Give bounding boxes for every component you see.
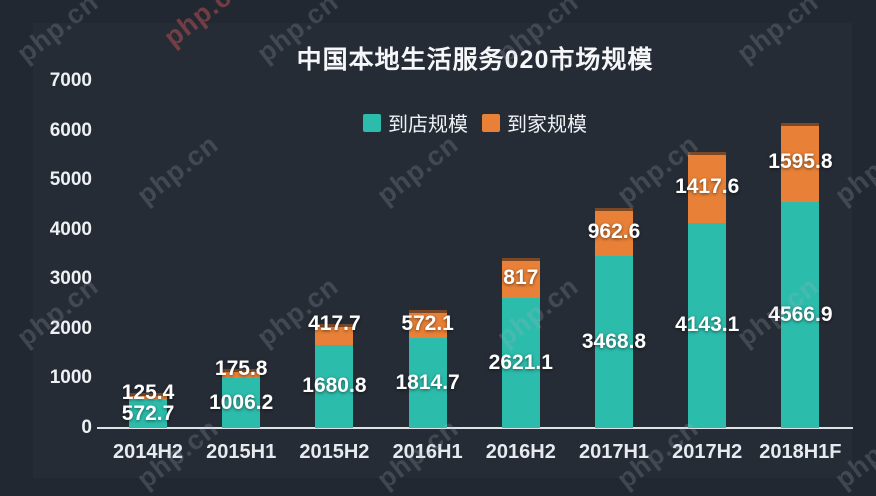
x-axis-label: 2016H2	[485, 441, 556, 463]
y-axis-tick-label: 0	[81, 417, 92, 438]
bar-segment-store[interactable]	[222, 378, 261, 428]
bar-segment-store[interactable]	[688, 222, 727, 428]
y-axis-tick-label: 4000	[49, 218, 92, 240]
x-axis-label: 2016H1	[392, 441, 463, 463]
x-axis-line	[97, 427, 853, 429]
legend-swatch-icon	[482, 113, 500, 132]
bar-segment-store[interactable]	[129, 399, 167, 428]
bar-segment-store[interactable]	[781, 201, 820, 428]
y-axis-tick-label: 5000	[49, 169, 92, 191]
bar-segment-store[interactable]	[501, 298, 540, 428]
bar-value-label-store: 4143.1	[675, 313, 740, 337]
x-axis-label: 2015H1	[206, 441, 277, 463]
bar-segment-store[interactable]	[315, 344, 354, 428]
legend-item-store[interactable]: 到店规模	[363, 108, 468, 137]
bar-segment-home[interactable]	[408, 309, 447, 339]
bar-segment-store[interactable]	[408, 338, 447, 428]
bar-segment-home[interactable]	[129, 393, 167, 400]
bar-value-label-store: 2621.1	[488, 351, 553, 375]
bar-value-label-store: 3468.8	[581, 330, 647, 354]
x-axis-label: 2018H1F	[759, 441, 842, 463]
bar-value-label-store: 1006.2	[209, 391, 274, 415]
bar-segment-store[interactable]	[595, 256, 633, 428]
x-axis-label: 2015H2	[299, 441, 370, 463]
bar-value-label-store: 4566.9	[768, 302, 833, 326]
bar-value-label-home: 572.1	[401, 311, 454, 335]
bar-segment-home[interactable]	[688, 152, 727, 223]
bar-value-label-home: 1595.8	[768, 150, 833, 174]
x-axis-label: 2017H2	[672, 441, 743, 463]
y-axis-tick-label: 6000	[49, 119, 92, 141]
legend-label: 到家规模	[507, 114, 587, 136]
legend-label: 到店规模	[388, 114, 468, 136]
bar-value-label-store: 572.7	[121, 401, 175, 425]
bar-segment-home[interactable]	[595, 208, 633, 257]
bar-value-label-home: 175.8	[214, 357, 268, 381]
bar-value-label-home: 962.6	[587, 220, 641, 244]
bar-segment-home[interactable]	[315, 323, 354, 345]
bar-segment-home[interactable]	[501, 257, 540, 299]
bar-segment-home[interactable]	[222, 369, 261, 379]
legend: 到店规模 到家规模	[97, 108, 853, 137]
bar-segment-home[interactable]	[781, 122, 820, 202]
y-axis-tick-label: 2000	[49, 317, 92, 339]
legend-swatch-icon	[363, 113, 381, 132]
bar-value-label-store: 1814.7	[395, 371, 460, 395]
bar-value-label-home: 817	[503, 265, 539, 289]
legend-item-home[interactable]: 到家规模	[482, 108, 587, 137]
y-axis-tick-label: 1000	[49, 367, 92, 389]
x-axis-label: 2017H1	[578, 441, 650, 463]
bar-value-label-home: 1417.6	[675, 175, 740, 199]
chart-title: 中国本地生活服务020市场规模	[296, 46, 654, 74]
bar-value-label-home: 417.7	[308, 311, 361, 335]
y-axis-tick-label: 7000	[49, 70, 92, 91]
bar-value-label-store: 1680.8	[302, 374, 367, 398]
y-axis-tick-label: 3000	[49, 268, 92, 290]
x-axis-label: 2014H2	[112, 441, 184, 463]
bar-value-label-home: 125.4	[121, 381, 175, 405]
